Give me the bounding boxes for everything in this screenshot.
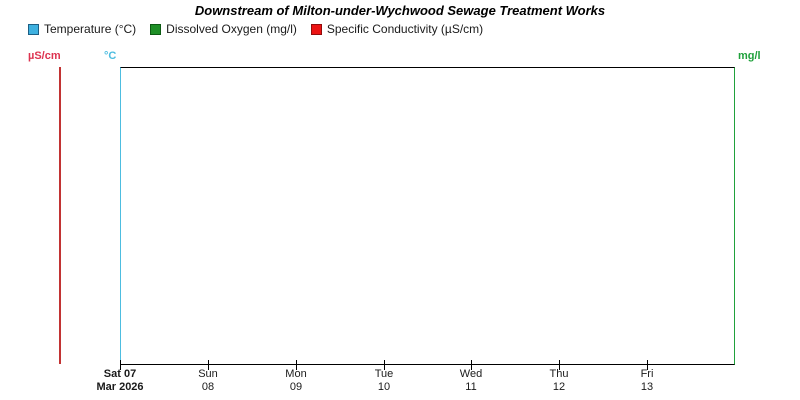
x-axis-label-date: 10 [377,380,391,393]
x-axis-label: Sat 07 Mar 2026 [76,368,164,393]
x-axis-label-day: Sun [198,368,218,380]
x-axis-label-day: Wed [459,368,483,380]
x-axis-label-date: Mar 2026 [96,380,144,393]
x-axis-label-date: 13 [640,380,654,393]
x-axis-label-date: 08 [201,380,215,393]
x-axis-tick [647,360,648,370]
conductivity-axis-line [59,67,61,364]
x-axis-label: Tue 10 [340,368,428,393]
x-axis-tick [384,360,385,370]
plot-area [120,67,735,365]
y-axis-unit-temperature: °C [104,50,117,62]
x-axis-label-day: Tue [374,368,394,380]
x-axis-tick [296,360,297,370]
legend: Temperature (°C) Dissolved Oxygen (mg/l)… [28,22,483,36]
x-axis-label-date: 09 [289,380,303,393]
x-axis-label: Sun 08 [164,368,252,393]
legend-item-label: Dissolved Oxygen (mg/l) [166,22,297,36]
x-axis-label-day: Sat 07 [103,368,137,380]
y-axis-unit-conductivity: µS/cm [28,50,61,62]
legend-item-temperature: Temperature (°C) [28,22,136,36]
x-axis-tick [208,360,209,370]
x-axis-tick [120,360,121,370]
temperature-swatch-icon [28,23,39,35]
x-axis-label-date: 12 [552,380,566,393]
x-axis-label-day: Mon [285,368,307,380]
specific-conductivity-swatch-icon [310,23,322,35]
x-axis-label-day: Fri [640,368,654,380]
dissolved-oxygen-swatch-icon [150,23,162,35]
legend-item-specific-conductivity: Specific Conductivity (µS/cm) [310,22,484,36]
x-axis-label-date: 11 [465,380,477,393]
x-axis-label: Mon 09 [252,368,340,393]
x-axis-tick [559,360,560,370]
legend-item-dissolved-oxygen: Dissolved Oxygen (mg/l) [150,22,297,36]
x-axis-tick [471,360,472,370]
legend-item-label: Specific Conductivity (µS/cm) [326,22,484,36]
legend-item-label: Temperature (°C) [44,22,137,36]
x-axis-label: Thu 12 [515,368,603,393]
x-axis-label: Fri 13 [603,368,691,393]
x-axis-label-day: Thu [549,368,569,380]
x-axis-label: Wed 11 [427,368,515,393]
y-axis-unit-dissolved-oxygen: mg/l [738,50,761,62]
chart-title: Downstream of Milton-under-Wychwood Sewa… [194,3,606,18]
